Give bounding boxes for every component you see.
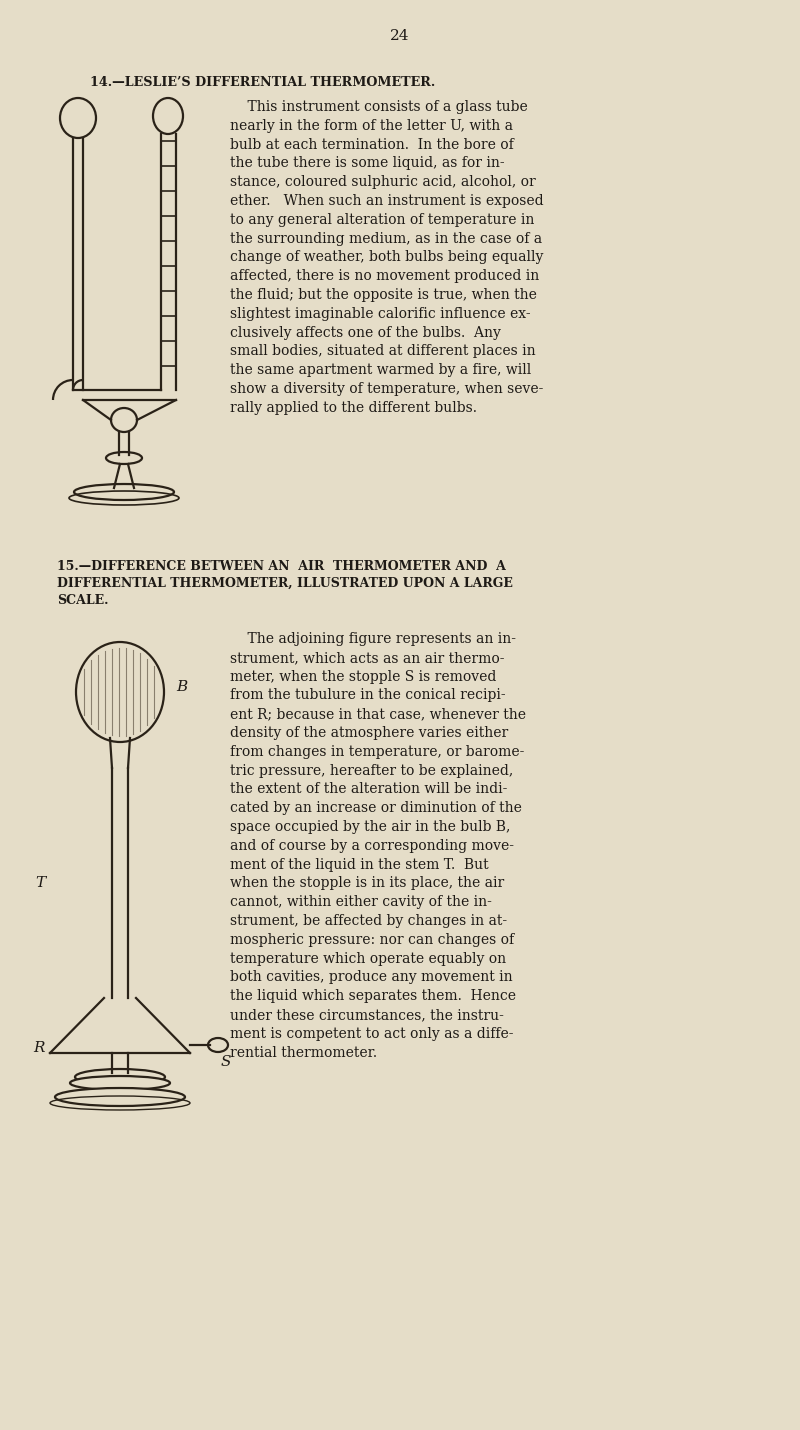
Text: rential thermometer.: rential thermometer.: [230, 1045, 377, 1060]
Text: both cavities, produce any movement in: both cavities, produce any movement in: [230, 971, 513, 984]
Text: and of course by a corresponding move-: and of course by a corresponding move-: [230, 839, 514, 852]
Text: clusively affects one of the bulbs.  Any: clusively affects one of the bulbs. Any: [230, 326, 501, 339]
Ellipse shape: [76, 642, 164, 742]
Ellipse shape: [106, 452, 142, 463]
Text: space occupied by the air in the bulb B,: space occupied by the air in the bulb B,: [230, 819, 510, 834]
Text: density of the atmosphere varies either: density of the atmosphere varies either: [230, 726, 508, 739]
Text: R: R: [34, 1041, 45, 1055]
Ellipse shape: [111, 408, 137, 432]
Text: B: B: [176, 681, 187, 694]
Ellipse shape: [70, 1075, 170, 1090]
Text: mospheric pressure: nor can changes of: mospheric pressure: nor can changes of: [230, 932, 514, 947]
Ellipse shape: [208, 1038, 228, 1052]
Text: the surrounding medium, as in the case of a: the surrounding medium, as in the case o…: [230, 232, 542, 246]
Text: ment is competent to act only as a diffe-: ment is competent to act only as a diffe…: [230, 1027, 514, 1041]
Text: meter, when the stopple S is removed: meter, when the stopple S is removed: [230, 669, 496, 684]
Ellipse shape: [153, 99, 183, 134]
Text: the extent of the alteration will be indi-: the extent of the alteration will be ind…: [230, 782, 507, 797]
Text: from changes in temperature, or barome-: from changes in temperature, or barome-: [230, 745, 524, 759]
Ellipse shape: [75, 1070, 165, 1085]
Text: 15.—DIFFERENCE BETWEEN AN  AIR  THERMOMETER AND  A: 15.—DIFFERENCE BETWEEN AN AIR THERMOMETE…: [57, 561, 506, 573]
Text: rally applied to the different bulbs.: rally applied to the different bulbs.: [230, 400, 477, 415]
Text: SCALE.: SCALE.: [57, 593, 109, 606]
Text: 14.—LESLIE’S DIFFERENTIAL THERMOMETER.: 14.—LESLIE’S DIFFERENTIAL THERMOMETER.: [90, 76, 435, 89]
Text: slightest imaginable calorific influence ex-: slightest imaginable calorific influence…: [230, 307, 530, 320]
Text: show a diversity of temperature, when seve-: show a diversity of temperature, when se…: [230, 382, 543, 396]
Text: when the stopple is in its place, the air: when the stopple is in its place, the ai…: [230, 877, 504, 891]
Text: small bodies, situated at different places in: small bodies, situated at different plac…: [230, 345, 536, 359]
Text: ether.   When such an instrument is exposed: ether. When such an instrument is expose…: [230, 194, 544, 207]
Text: S: S: [221, 1055, 231, 1070]
Text: ment of the liquid in the stem T.  But: ment of the liquid in the stem T. But: [230, 858, 489, 872]
Text: the liquid which separates them.  Hence: the liquid which separates them. Hence: [230, 990, 516, 1004]
Text: bulb at each termination.  In the bore of: bulb at each termination. In the bore of: [230, 137, 514, 152]
Text: stance, coloured sulphuric acid, alcohol, or: stance, coloured sulphuric acid, alcohol…: [230, 176, 536, 189]
Text: to any general alteration of temperature in: to any general alteration of temperature…: [230, 213, 534, 227]
Ellipse shape: [74, 483, 174, 500]
Text: the fluid; but the opposite is true, when the: the fluid; but the opposite is true, whe…: [230, 287, 537, 302]
Text: tric pressure, hereafter to be explained,: tric pressure, hereafter to be explained…: [230, 764, 514, 778]
Text: strument, which acts as an air thermo-: strument, which acts as an air thermo-: [230, 651, 505, 665]
Ellipse shape: [55, 1088, 185, 1105]
Text: 24: 24: [390, 29, 410, 43]
Text: cated by an increase or diminution of the: cated by an increase or diminution of th…: [230, 801, 522, 815]
Text: cannot, within either cavity of the in-: cannot, within either cavity of the in-: [230, 895, 492, 909]
Text: strument, be affected by changes in at-: strument, be affected by changes in at-: [230, 914, 507, 928]
Text: DIFFERENTIAL THERMOMETER, ILLUSTRATED UPON A LARGE: DIFFERENTIAL THERMOMETER, ILLUSTRATED UP…: [57, 576, 513, 591]
Text: change of weather, both bulbs being equally: change of weather, both bulbs being equa…: [230, 250, 543, 265]
Text: ent R; because in that case, whenever the: ent R; because in that case, whenever th…: [230, 708, 526, 721]
Text: from the tubulure in the conical recipi-: from the tubulure in the conical recipi-: [230, 688, 506, 702]
Text: the same apartment warmed by a fire, will: the same apartment warmed by a fire, wil…: [230, 363, 531, 378]
Text: nearly in the form of the letter U, with a: nearly in the form of the letter U, with…: [230, 119, 513, 133]
Text: The adjoining figure represents an in-: The adjoining figure represents an in-: [230, 632, 516, 646]
Text: temperature which operate equably on: temperature which operate equably on: [230, 951, 506, 965]
Text: under these circumstances, the instru-: under these circumstances, the instru-: [230, 1008, 504, 1022]
Text: the tube there is some liquid, as for in-: the tube there is some liquid, as for in…: [230, 156, 505, 170]
Text: This instrument consists of a glass tube: This instrument consists of a glass tube: [230, 100, 528, 114]
Text: affected, there is no movement produced in: affected, there is no movement produced …: [230, 269, 539, 283]
Ellipse shape: [60, 99, 96, 139]
Text: T: T: [35, 877, 45, 889]
